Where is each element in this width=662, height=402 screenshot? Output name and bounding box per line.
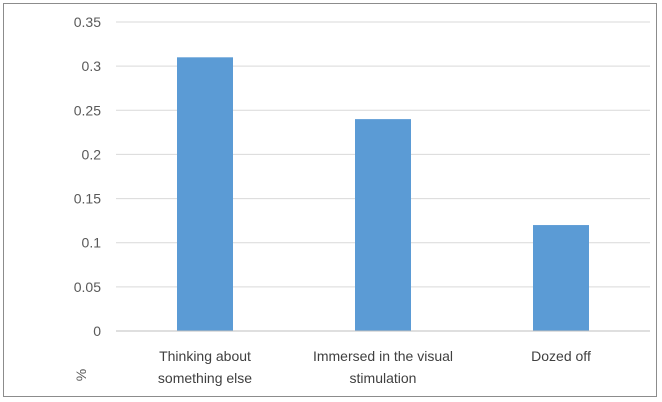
y-tick-label: 0.25 xyxy=(74,102,101,118)
y-tick-label: 0.2 xyxy=(82,146,102,162)
y-tick-labels: 0 0.05 0.1 0.15 0.2 0.25 0.3 0.35 xyxy=(74,14,101,339)
x-tick-label: Thinking about something else xyxy=(158,348,252,386)
y-tick-label: 0.3 xyxy=(82,58,102,74)
bar xyxy=(177,57,233,332)
y-tick-label: 0.05 xyxy=(74,279,101,295)
y-tick-label: 0.35 xyxy=(74,14,101,30)
bar xyxy=(533,225,589,331)
bars xyxy=(177,57,589,332)
y-axis-title: % xyxy=(73,369,89,381)
bar xyxy=(355,119,411,331)
y-tick-label: 0 xyxy=(93,323,101,339)
x-tick-label: Dozed off xyxy=(531,348,591,364)
y-tick-label: 0.15 xyxy=(74,191,101,207)
x-tick-label: Immersed in the visual stimulation xyxy=(313,348,453,386)
x-tick-labels: Thinking about something else Immersed in … xyxy=(158,348,591,386)
y-tick-label: 0.1 xyxy=(82,235,102,251)
